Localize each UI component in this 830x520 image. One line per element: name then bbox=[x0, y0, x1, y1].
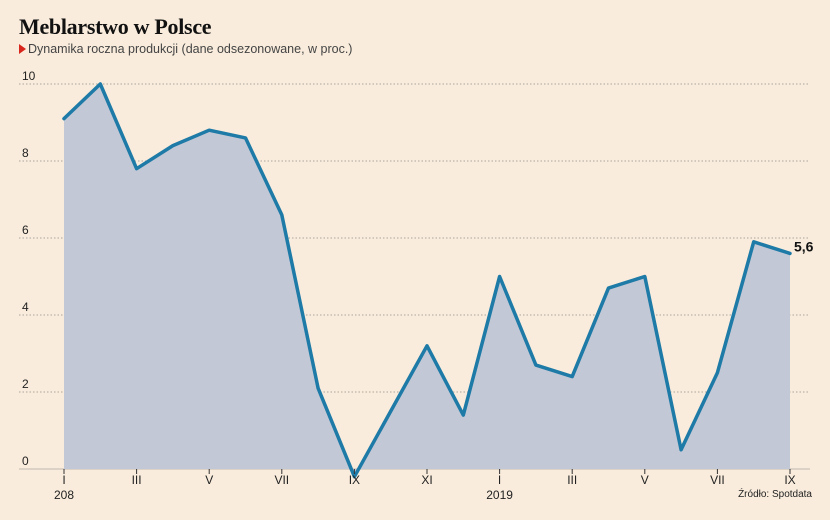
end-value-label: 5,6 bbox=[794, 238, 814, 254]
data-point bbox=[280, 213, 283, 217]
data-point bbox=[643, 275, 646, 278]
data-point bbox=[571, 375, 574, 378]
y-tick-label: 10 bbox=[22, 69, 36, 83]
data-point bbox=[462, 413, 465, 417]
x-tick-year-label: 2019 bbox=[486, 488, 513, 502]
chart-title: Meblarstwo w Polsce bbox=[19, 14, 212, 39]
x-tick-label: I bbox=[498, 473, 501, 487]
data-point bbox=[788, 252, 792, 255]
data-point bbox=[208, 129, 211, 132]
x-tick-year-label: 208 bbox=[54, 488, 74, 502]
x-tick-label: V bbox=[641, 473, 649, 487]
chart-subtitle-row: Dynamika roczna produkcji (dane odsezono… bbox=[19, 42, 352, 56]
chart-subtitle: Dynamika roczna produkcji (dane odsezono… bbox=[28, 42, 353, 56]
x-tick-label: VII bbox=[274, 473, 289, 487]
data-point bbox=[534, 363, 538, 367]
data-point bbox=[752, 240, 755, 244]
data-point bbox=[99, 82, 102, 86]
data-point bbox=[498, 275, 501, 278]
x-tick-label: IX bbox=[784, 473, 795, 487]
source-note: Źródło: Spotdata bbox=[738, 489, 812, 500]
x-tick-label: VII bbox=[710, 473, 725, 487]
x-tick-label: IX bbox=[349, 473, 360, 487]
data-point bbox=[716, 371, 719, 374]
area-fill bbox=[64, 84, 790, 477]
x-tick-label: XI bbox=[421, 473, 432, 487]
red-triangle-icon bbox=[19, 44, 26, 54]
x-tick-label: V bbox=[205, 473, 213, 487]
data-point bbox=[171, 144, 175, 147]
y-tick-label: 8 bbox=[22, 146, 29, 160]
data-point bbox=[244, 136, 247, 140]
data-point bbox=[607, 286, 610, 290]
y-tick-label: 2 bbox=[22, 377, 29, 391]
data-point bbox=[62, 117, 66, 120]
y-tick-label: 6 bbox=[22, 223, 29, 237]
y-tick-label: 4 bbox=[22, 300, 29, 314]
data-point bbox=[316, 386, 320, 390]
data-point bbox=[425, 344, 429, 347]
data-point bbox=[353, 475, 356, 478]
x-tick-label: I bbox=[62, 473, 65, 487]
data-point bbox=[389, 410, 392, 413]
data-point bbox=[679, 448, 683, 451]
x-tick-label: III bbox=[132, 473, 142, 487]
y-tick-label: 0 bbox=[22, 454, 29, 468]
data-point bbox=[135, 167, 138, 170]
x-tick-label: III bbox=[567, 473, 577, 487]
